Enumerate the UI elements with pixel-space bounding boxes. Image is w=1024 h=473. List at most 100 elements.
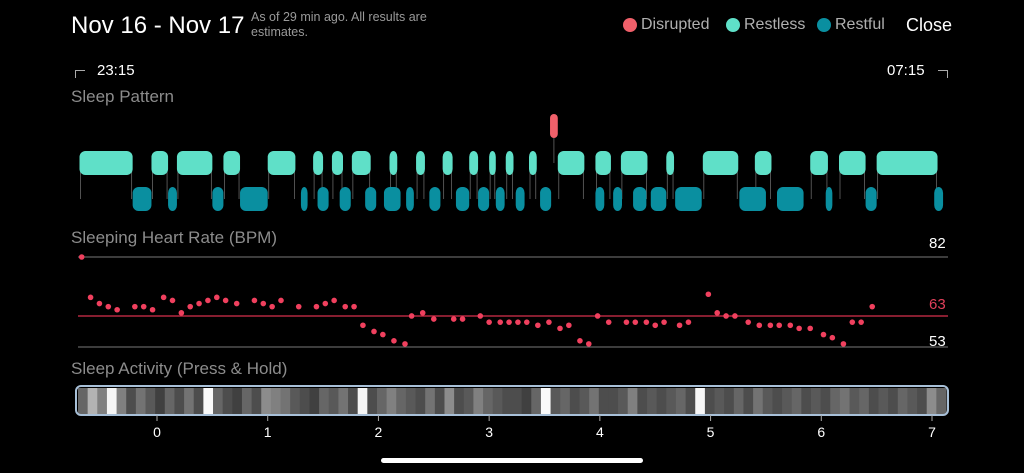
heart-rate-point [807,325,814,332]
restless-segment [331,151,343,175]
heart-rate-point [849,319,856,325]
heart-rate-point [360,322,366,329]
activity-cell [695,388,706,414]
heart-rate-point [430,316,437,322]
activity-cell [483,388,494,414]
activity-cell [319,388,330,414]
activity-cell [733,388,745,414]
activity-cell [888,388,899,414]
activity-cell [550,388,561,414]
activity-cell [569,388,581,414]
activity-cell [685,388,696,414]
activity-cell [907,388,918,414]
activity-cell [425,388,436,414]
activity-cell [280,388,291,414]
heart-rate-point [78,254,85,260]
legend-restless-label: Restless [744,16,806,33]
heart-rate-point [585,341,592,347]
heart-rate-point [756,322,763,329]
start-time: 23:15 [97,62,135,79]
heart-rate-point [623,319,630,325]
heart-rate-point [643,319,650,325]
restful-segment [168,187,177,211]
restless-segment [666,151,675,175]
heart-rate-point [486,319,492,325]
activity-cell [772,388,783,414]
heart-rate-point [178,310,185,316]
heart-rate-point [566,322,572,329]
activity-cell [232,388,243,414]
activity-cell [328,388,339,414]
x-tick-label: 5 [706,424,715,440]
activity-cell [444,388,455,414]
restful-segment [495,187,505,211]
activity-cell [222,388,233,414]
heart-rate-point [858,319,864,325]
activity-cell [714,388,725,414]
activity-cell [299,388,311,414]
heart-rate-point [714,310,721,316]
activity-cell [434,388,446,414]
heart-rate-point [322,300,329,307]
activity-cell [791,388,802,414]
restless-segment [267,151,296,175]
restful-swatch-icon [817,18,831,32]
heart-rate-point [661,319,667,325]
x-tick-label: 1 [263,424,272,440]
close-button[interactable]: Close [906,15,953,35]
legend-restful-label: Restful [835,16,885,33]
restful-segment [383,187,401,211]
heart-rate-point [205,297,211,304]
activity-cell [97,388,108,414]
activity-cell [270,388,282,414]
sleep-activity-heading: Sleep Activity (Press & Hold) [71,359,288,378]
activity-cell [155,388,166,414]
activity-cell [753,388,764,414]
activity-cell [868,388,880,414]
hr-min-label: 53 [929,333,946,350]
heart-rate-point [477,313,484,319]
restful-segment [365,187,377,211]
activity-cell [454,388,465,414]
activity-cell [116,388,127,414]
heart-rate-point [577,337,583,344]
home-indicator[interactable] [381,458,643,463]
restful-segment [455,187,470,211]
disrupted-swatch-icon [623,18,637,32]
activity-cell [357,388,368,414]
activity-cell [598,388,610,414]
activity-cell [348,388,359,414]
restful-segment [650,187,667,211]
restless-swatch-icon [726,18,740,32]
start-bracket-icon [75,70,85,78]
activity-cell [184,388,195,414]
activity-cell [820,388,831,414]
heart-rate-point [371,328,377,335]
restful-segment [675,187,702,211]
activity-cell [213,388,224,414]
heart-rate-point [160,294,167,301]
sleep-pattern-heading: Sleep Pattern [71,87,175,106]
restless-segment [389,151,398,175]
restless-segment [595,151,611,175]
restful-segment [478,187,490,211]
heart-rate-point [840,341,847,347]
restless-segment [557,151,585,175]
activity-cell [782,388,793,414]
heart-rate-point [295,303,302,310]
restful-segment [132,187,152,211]
activity-cell [675,388,687,414]
heart-rate-point [140,303,147,310]
restful-segment [934,187,944,211]
heart-rate-point [187,303,194,310]
heart-rate-point [459,316,466,322]
heart-rate-point [313,303,320,310]
restful-segment [339,187,351,211]
activity-cell [203,388,214,414]
restful-segment [515,187,525,211]
restful-segment [739,187,766,211]
heart-rate-point [776,322,783,329]
heart-rate-point [506,319,512,325]
heart-rate-point [132,303,138,310]
activity-cell [376,388,388,414]
